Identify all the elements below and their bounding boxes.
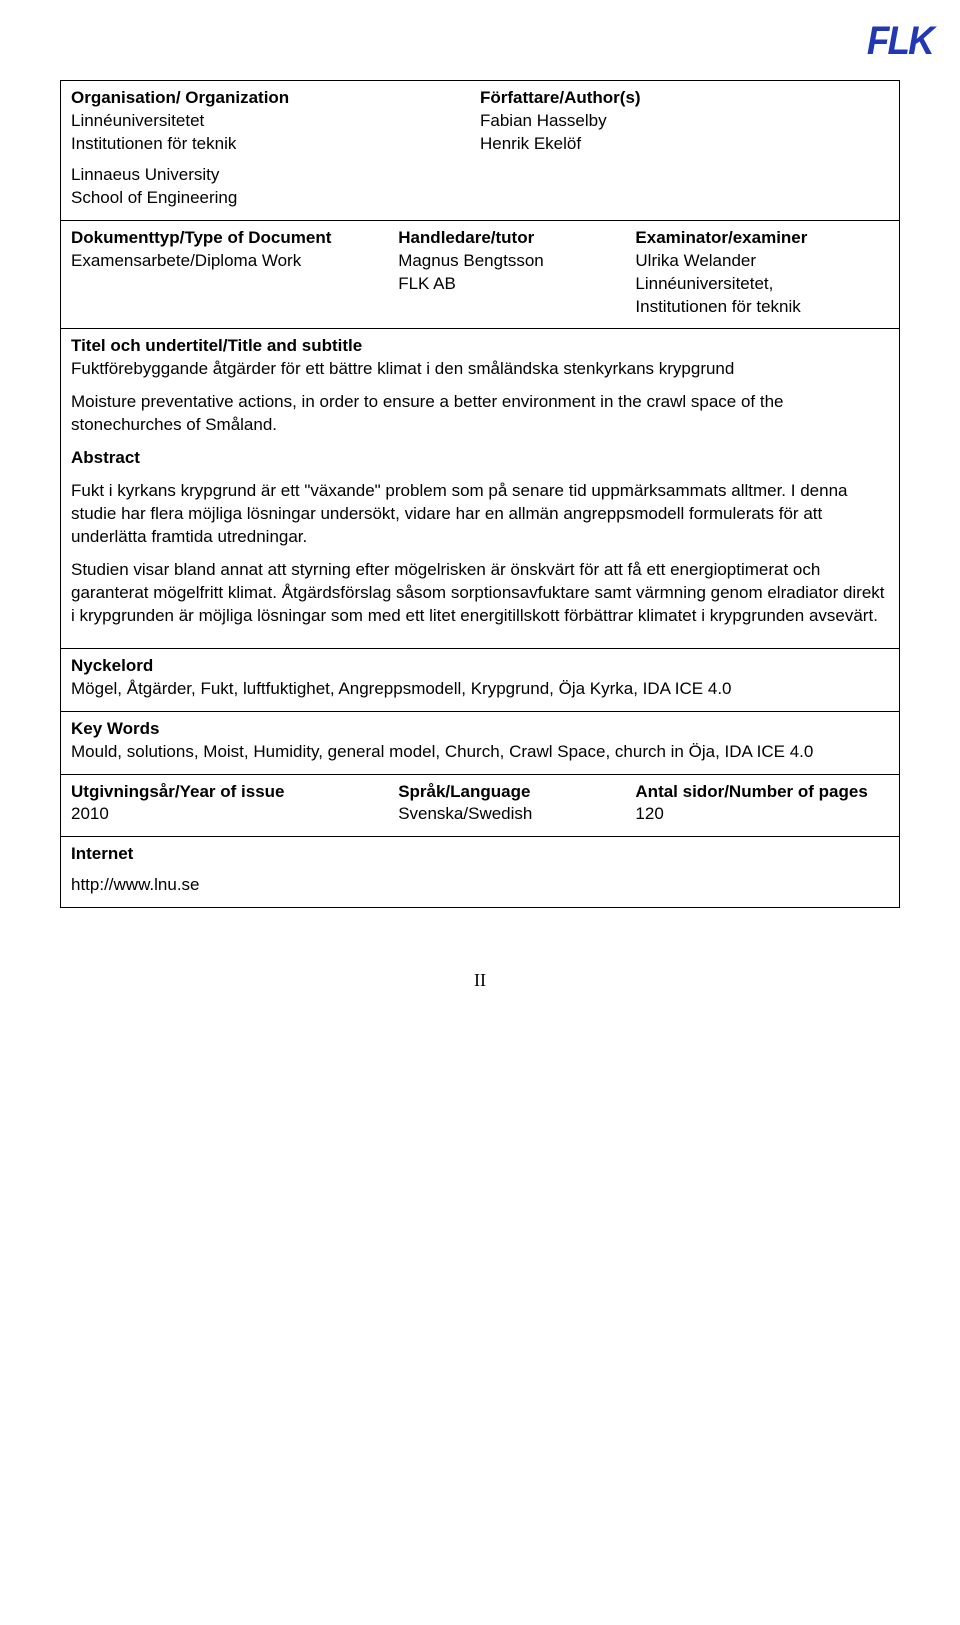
examiner-value: Ulrika Welander [635,250,889,273]
org-line: Linnaeus University [71,164,480,187]
org-heading: Organisation/ Organization [71,87,480,110]
section-title-abstract: Titel och undertitel/Title and subtitle … [61,329,899,648]
examiner-value: Institutionen för teknik [635,296,889,319]
section-organisation: Organisation/ Organization Linnéuniversi… [61,81,899,221]
org-line: Institutionen för teknik [71,133,480,156]
abstract-p2: Studien visar bland annat att styrning e… [71,559,889,628]
title-en: Moisture preventative actions, in order … [71,391,889,437]
section-nyckelord: Nyckelord Mögel, Åtgärder, Fukt, luftfuk… [61,649,899,712]
section-doctype: Dokumenttyp/Type of Document Examensarbe… [61,221,899,330]
tutor-value: Magnus Bengtsson [398,250,635,273]
org-line: Linnéuniversitetet [71,110,480,133]
logo: FLK [867,14,933,68]
pages-value: 120 [635,803,889,826]
keywords-heading: Key Words [71,718,889,741]
nyckelord-text: Mögel, Åtgärder, Fukt, luftfuktighet, An… [71,678,889,701]
nyckelord-heading: Nyckelord [71,655,889,678]
year-heading: Utgivningsår/Year of issue [71,781,398,804]
lang-value: Svenska/Swedish [398,803,635,826]
tutor-value: FLK AB [398,273,635,296]
abstract-heading: Abstract [71,447,889,470]
pages-heading: Antal sidor/Number of pages [635,781,889,804]
examiner-value: Linnéuniversitetet, [635,273,889,296]
doctype-heading: Dokumenttyp/Type of Document [71,227,398,250]
internet-url: http://www.lnu.se [71,874,889,897]
org-line: School of Engineering [71,187,480,210]
title-sv: Fuktförebyggande åtgärder för ett bättre… [71,358,889,381]
section-pubinfo: Utgivningsår/Year of issue 2010 Språk/La… [61,775,899,838]
title-heading: Titel och undertitel/Title and subtitle [71,335,889,358]
internet-heading: Internet [71,843,889,866]
author-line: Henrik Ekelöf [480,133,889,156]
year-value: 2010 [71,803,398,826]
author-heading: Författare/Author(s) [480,87,889,110]
author-line: Fabian Hasselby [480,110,889,133]
doctype-value: Examensarbete/Diploma Work [71,250,398,273]
page-number: II [60,968,900,992]
lang-heading: Språk/Language [398,781,635,804]
section-keywords: Key Words Mould, solutions, Moist, Humid… [61,712,899,775]
section-internet: Internet http://www.lnu.se [61,837,899,907]
examiner-heading: Examinator/examiner [635,227,889,250]
metadata-table: Organisation/ Organization Linnéuniversi… [60,80,900,908]
abstract-p1: Fukt i kyrkans krypgrund är ett "växande… [71,480,889,549]
keywords-text: Mould, solutions, Moist, Humidity, gener… [71,741,889,764]
tutor-heading: Handledare/tutor [398,227,635,250]
